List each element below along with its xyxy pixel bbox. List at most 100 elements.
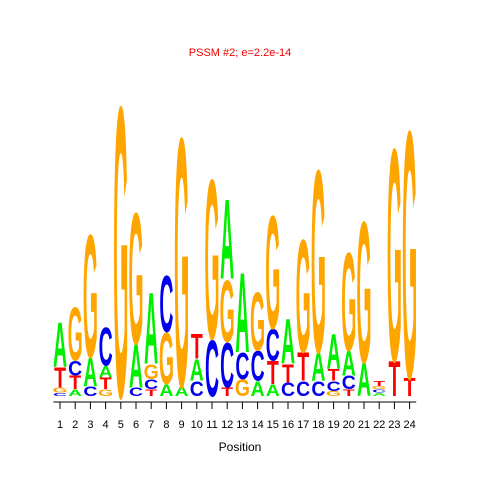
logo-letter-T-pos-15: T [267,354,279,392]
logo-letter-G-pos-24: G [402,58,417,453]
logo-letter-G-pos-1: G [52,387,67,395]
logo-letter-C-pos-17: C [296,378,310,401]
logo-letter-T-pos-4: T [100,374,112,392]
logo-letter-G-pos-11: G [204,134,219,388]
logo-letter-A-pos-20: A [342,345,356,385]
x-tick-label-22: 22 [373,419,385,431]
logo-letter-G-pos-5: G [113,22,128,480]
x-tick-label-20: 20 [343,419,355,431]
logo-letter-A-pos-8: A [159,381,173,399]
logo-letter-T-pos-19: T [328,366,340,384]
logo-letter-C-pos-19: C [327,378,341,394]
logo-letter-A-pos-22: A [372,392,386,397]
logo-letter-A-pos-6: A [129,332,143,401]
logo-letter-G-pos-18: G [311,116,326,408]
logo-letter-C-pos-2: C [68,358,82,381]
logo-letter-T-pos-20: T [343,388,356,399]
logo-letter-T-pos-10: T [191,328,203,368]
logo-letter-T-pos-12: T [221,386,233,399]
x-tick-label-4: 4 [103,419,109,431]
x-tick-label-13: 13 [236,419,248,431]
logo-letter-G-pos-15: G [265,183,280,363]
logo-letter-G-pos-8: G [159,318,174,400]
logo-letter-C-pos-22: C [372,388,386,393]
x-tick-label-9: 9 [179,419,185,431]
x-axis: 1 2 3 4 5 6 7 8 9 10 11 12 13 14 15 16 17 18 19 20 21 22 23 24 [53,401,417,431]
logo-letter-T-pos-16: T [282,359,294,388]
x-tick-label-3: 3 [87,419,93,431]
logo-letter-G-pos-3: G [83,199,98,394]
logo-letter-A-pos-4: A [99,363,113,381]
logo-letter-A-pos-15: A [266,381,280,399]
x-tick-label-6: 6 [133,419,139,431]
logo-letter-C-pos-15: C [266,321,280,370]
logo-letter-C-pos-14: C [251,343,265,391]
x-tick-label-19: 19 [327,419,339,431]
x-tick-label-7: 7 [148,419,154,431]
x-tick-label-16: 16 [282,419,294,431]
logo-letter-A-pos-9: A [175,383,189,399]
logo-letter-C-pos-16: C [281,380,295,401]
logo-letter-C-pos-20: C [342,373,356,394]
logo-letter-A-pos-2: A [68,388,82,399]
x-tick-label-11: 11 [206,419,217,431]
logo-letter-G-pos-13: G [235,374,250,401]
logo-letter-G-pos-21: G [356,180,371,405]
x-tick-label-24: 24 [403,419,415,431]
logo-letter-A-pos-7: A [144,271,158,386]
x-tick-label-5: 5 [118,419,124,431]
logo-letter-T-pos-7: T [145,388,158,399]
logo-letter-G-pos-6: G [128,174,143,384]
logo-letter-A-pos-1: A [53,310,67,382]
logo-letter-A-pos-18: A [311,344,325,390]
logo-letter-C-pos-8: C [159,260,173,349]
x-tick-label-21: 21 [358,419,370,431]
logo-letter-A-pos-3: A [83,349,97,395]
logo-letter-G-pos-14: G [250,274,265,368]
logo-letter-T-pos-23: T [388,353,400,408]
logo-letter-G-pos-7: G [144,361,159,384]
x-tick-label-18: 18 [312,419,324,431]
logo-letter-C-pos-11: C [205,325,219,414]
logo-letter-C-pos-13: C [235,346,249,388]
logo-letter-G-pos-19: G [326,390,341,398]
x-axis-label: Position [219,440,262,454]
logo-letter-T-pos-22: T [373,380,385,388]
logo-letter-C-pos-10: C [190,378,204,401]
logo-letter-A-pos-19: A [327,325,341,380]
logo-letter-T-pos-1: T [54,363,66,395]
x-tick-label-15: 15 [267,419,279,431]
logo-letter-C-pos-12: C [220,331,234,403]
logo-letter-G-pos-22: G [372,385,387,390]
x-tick-label-14: 14 [251,419,263,431]
logo-letter-G-pos-23: G [387,85,402,425]
x-tick-label-8: 8 [163,419,169,431]
chart-title: PSSM #2; e=2.2e-14 [189,47,291,59]
logo-letter-A-pos-10: A [190,354,204,388]
logo-letter-C-pos-6: C [129,386,143,399]
logo-letter-G-pos-2: G [68,292,83,377]
logo-letter-G-pos-9: G [174,65,189,462]
logo-letter-T-pos-2: T [69,373,81,394]
logo-letter-A-pos-16: A [281,307,295,379]
x-tick-label-23: 23 [388,419,400,431]
logo-letter-C-pos-3: C [83,383,97,399]
x-tick-label-10: 10 [191,419,203,431]
logo-letter-C-pos-4: C [99,316,113,377]
x-tick-label-1: 1 [57,419,63,431]
logo-letter-C-pos-7: C [144,377,158,393]
logo-letter-G-pos-20: G [341,224,356,381]
x-tick-label-17: 17 [297,419,309,431]
logo-letter-G-pos-12: G [220,263,235,361]
logo-letter-G-pos-17: G [296,207,311,387]
x-tick-label-12: 12 [221,419,233,431]
logo-letter-A-pos-13: A [235,250,249,377]
logo-letter-A-pos-12: A [220,177,234,304]
x-tick-label-2: 2 [72,419,78,431]
logo-letter-C-pos-1: C [53,392,67,397]
logo-letter-T-pos-17: T [297,344,309,390]
logo-letter-C-pos-18: C [311,378,325,401]
logo-letter-T-pos-24: T [404,372,416,401]
